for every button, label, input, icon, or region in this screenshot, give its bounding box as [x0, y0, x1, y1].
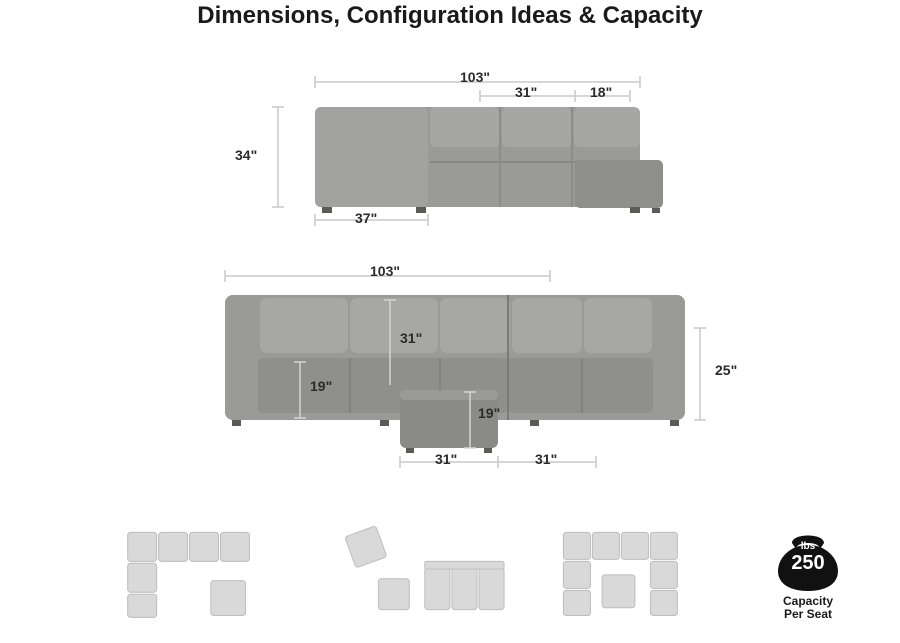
dim-front-31right: 31" [535, 451, 557, 467]
front-view-diagram: 103" 31" 19" 19" 31" 31" 25" [0, 250, 900, 485]
dim-top-37: 37" [355, 210, 377, 226]
page-title: Dimensions, Configuration Ideas & Capaci… [0, 2, 900, 30]
dim-front-19ott: 19" [478, 405, 500, 421]
dim-front-31ottw: 31" [435, 451, 457, 467]
dim-top-31: 31" [515, 84, 537, 100]
config-idea-2 [332, 521, 506, 621]
configuration-ideas-row [118, 521, 720, 621]
kettlebell-icon: lbs 250 [772, 529, 844, 591]
config-idea-3 [546, 521, 720, 621]
config-idea-1 [118, 521, 292, 621]
dim-front-31back: 31" [400, 330, 422, 346]
dim-front-25: 25" [715, 362, 737, 378]
capacity-badge: lbs 250 Capacity Per Seat [758, 529, 858, 621]
capacity-caption-1: Capacity [758, 595, 858, 608]
capacity-caption-2: Per Seat [758, 608, 858, 621]
weight-value: 250 [772, 552, 844, 575]
dim-front-103: 103" [370, 263, 400, 279]
weight-unit: lbs [772, 541, 844, 552]
dim-top-18: 18" [590, 84, 612, 100]
dim-top-103: 103" [460, 69, 490, 85]
dim-top-34: 34" [235, 147, 257, 163]
dim-front-19seat: 19" [310, 378, 332, 394]
top-view-diagram: 103" 31" 18" 34" 37" [0, 52, 900, 232]
